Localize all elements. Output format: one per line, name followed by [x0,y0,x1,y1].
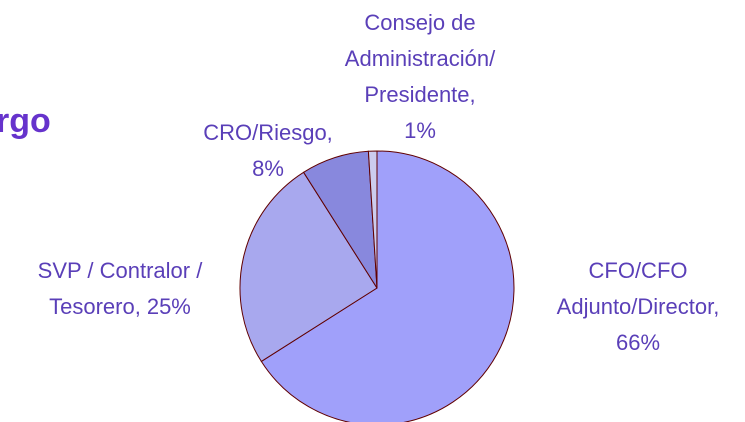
slice-label: Consejo de Administración/Presidente, 1% [345,10,496,143]
label-line: SVP / Contralor / [38,258,204,283]
label-line: CRO/Riesgo, [203,120,333,145]
value-label: 8% [252,156,284,181]
pie-slice [239,171,378,363]
pie-slice [260,150,515,422]
label-line: Consejo de [364,10,475,35]
label-line: Administración/ [345,46,496,71]
slice-label: CRO/Riesgo, 8% [203,120,333,181]
label-line: Tesorero, [49,294,141,319]
value-label: 25% [147,294,191,319]
label-line: Presidente, [364,82,475,107]
chart-title: rgo [0,102,51,140]
pie-slice [367,150,378,289]
slice-label: CFO/CFO Adjunto/Director, 66% [557,258,720,355]
value-label: 1% [404,118,436,143]
value-label: 66% [616,330,660,355]
slice-label: SVP / Contralor / Tesorero, 25% [38,258,204,319]
label-line: CFO/CFO [589,258,688,283]
label-line: Adjunto/Director, [557,294,720,319]
